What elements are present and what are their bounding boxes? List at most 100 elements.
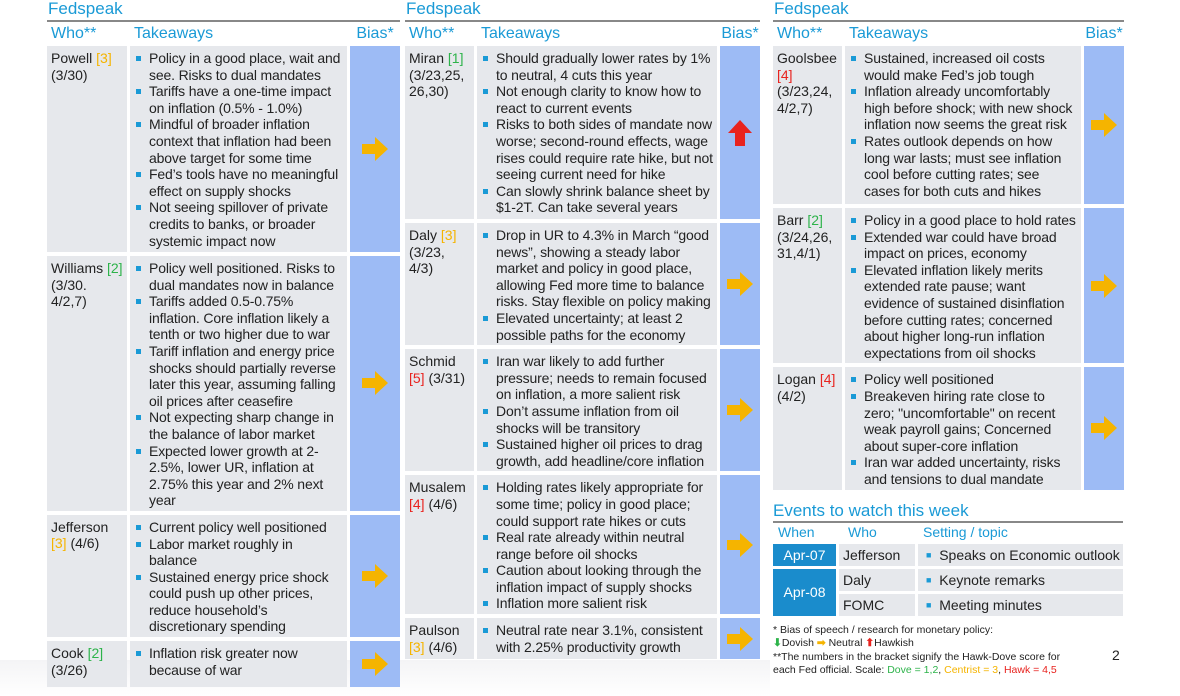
bullet-icon: ■ [926, 599, 932, 610]
official-name: Paulson [409, 622, 460, 639]
takeaway-bullet: Holding rates likely appropriate for som… [481, 479, 713, 529]
bullet-icon: ■ [926, 549, 932, 560]
official-name: Williams [51, 260, 104, 276]
official-name: Musalem [409, 479, 466, 496]
bias-cell [720, 475, 760, 615]
fedspeak-panel-2: Fedspeak Who** Takeaways Bias* Miran [1]… [405, 0, 760, 663]
hawk-dove-score: [4] [777, 66, 793, 83]
header-bias: Bias* [356, 25, 394, 42]
events-title: Events to watch this week [773, 501, 1123, 523]
fedspeak-row: Cook [2] (3/26) Inflation risk greater n… [47, 641, 400, 688]
official-cell: Musalem [4] (4/6) [405, 475, 474, 615]
takeaway-bullet: Not seeing spillover of private credits … [134, 199, 343, 249]
fedspeak-row: Goolsbee [4] (3/23,24, 4/2,7) Sustained,… [773, 46, 1124, 204]
official-name: Barr [777, 212, 804, 228]
takeaway-bullet: Tariffs have a one-time impact on inflat… [134, 83, 343, 116]
official-name: Logan [777, 371, 816, 388]
bias-cell [350, 514, 400, 638]
header-who: Who** [51, 25, 97, 42]
takeaway-bullet: Inflation risk greater now because of wa… [134, 645, 343, 678]
event-date-apr07: Apr-07 [773, 543, 836, 566]
bias-cell [1084, 208, 1124, 364]
events-header-who: Who [848, 523, 877, 540]
takeaways-cell: Policy well positioned Breakeven hiring r… [845, 367, 1081, 490]
takeaways-cell: Holding rates likely appropriate for som… [477, 475, 717, 615]
takeaway-bullet: Sustained higher oil prices to drag grow… [481, 436, 713, 469]
header-takeaways: Takeaways [481, 25, 561, 42]
fedspeak-row: Musalem [4] (4/6) Holding rates likely a… [405, 475, 760, 615]
official-cell: Jefferson [3] (4/6) [47, 514, 127, 638]
fedspeak-row: Daly [3] (3/23, 4/3) Drop in UR to 4.3% … [405, 223, 760, 346]
official-cell: Miran [1] (3/23,25, 26,30) [405, 46, 474, 219]
panel-title: Fedspeak [773, 0, 1124, 22]
panel-title: Fedspeak [405, 0, 760, 22]
right-arrow-yellow-icon [1091, 273, 1117, 298]
takeaways-cell: Neutral rate near 3.1%, consistent with … [477, 618, 717, 660]
hawk-dove-score: [4] [409, 495, 425, 512]
header-bias: Bias* [1085, 25, 1123, 42]
takeaway-bullet: Iran war added uncertainty, risks and te… [849, 454, 1077, 487]
takeaway-bullet: Not expecting sharp change in the balanc… [134, 409, 343, 442]
speech-dates: (4/6) [428, 495, 458, 512]
hawk-dove-score: [3] [51, 535, 67, 552]
takeaway-bullet: Tariff inflation and energy price shocks… [134, 343, 343, 409]
table-header: Who** Takeaways Bias* [773, 22, 1124, 46]
right-arrow-yellow-icon [727, 532, 753, 557]
right-arrow-yellow-icon [362, 652, 388, 677]
event-topic-text: Speaks on Economic outlook [939, 546, 1120, 563]
takeaway-bullet: Elevated uncertainty; at least 2 possibl… [481, 310, 713, 343]
right-arrow-yellow-icon [727, 398, 753, 423]
takeaways-cell: Policy well positioned. Risks to dual ma… [130, 256, 347, 511]
takeaway-bullet: Tariffs added 0.5-0.75% inflation. Core … [134, 293, 343, 343]
fedspeak-row: Williams [2] (3/30. 4/2,7) Policy well p… [47, 256, 400, 511]
takeaway-bullet: Risks to both sides of mandate now worse… [481, 116, 713, 182]
takeaway-bullet: Should gradually lower rates by 1% to ne… [481, 50, 713, 83]
official-cell: Paulson [3] (4/6) [405, 618, 474, 660]
legend-neutral: Neutral [828, 637, 863, 649]
bullet-icon: ■ [926, 574, 932, 585]
header-takeaways: Takeaways [849, 25, 929, 42]
speech-dates: (3/24,26, 31,4/1) [777, 228, 833, 262]
bias-cell [1084, 367, 1124, 490]
official-name: Goolsbee [777, 50, 837, 66]
takeaway-bullet: Not enough clarity to know how to react … [481, 83, 713, 116]
footnote: * Bias of speech / research for monetary… [773, 624, 1083, 678]
hawk-dove-score: [4] [819, 371, 836, 388]
takeaways-cell: Inflation risk greater now because of wa… [130, 641, 347, 688]
footnote-scale: **The numbers in the bracket signify the… [773, 651, 1083, 678]
takeaways-cell: Current policy well positioned Labor mark… [130, 514, 347, 638]
hawk-dove-score: [3] [409, 638, 425, 655]
official-cell: Williams [2] (3/30. 4/2,7) [47, 256, 127, 511]
sep: , [938, 664, 945, 676]
official-cell: Logan [4] (4/2) [773, 367, 842, 490]
takeaway-bullet: Don’t assume inflation from oil shocks w… [481, 403, 713, 436]
takeaways-cell: Drop in UR to 4.3% in March “good news”,… [477, 223, 717, 346]
right-arrow-yellow-icon [362, 371, 388, 396]
fedspeak-row: Jefferson [3] (4/6) Current policy well … [47, 514, 400, 638]
takeaway-bullet: Real rate already within neutral range b… [481, 529, 713, 562]
event-dates: Apr-07 Apr-08 [773, 541, 836, 616]
takeaway-bullet: Policy well positioned [849, 371, 1077, 388]
takeaway-bullet: Policy in a good place, wait and see. Ri… [134, 50, 343, 83]
right-arrow-yellow-icon [362, 563, 388, 588]
takeaway-bullet: Sustained, increased oil costs would mak… [849, 50, 1077, 83]
event-date-apr08: Apr-08 [773, 568, 836, 616]
takeaway-bullet: Neutral rate near 3.1%, consistent with … [481, 622, 713, 655]
fedspeak-panel-3: Fedspeak Who** Takeaways Bias* Goolsbee … [773, 0, 1124, 678]
right-arrow-yellow-icon [362, 137, 388, 161]
events-section: Events to watch this week When Who Setti… [773, 501, 1123, 616]
takeaway-bullet: Extended war could have broad impact on … [849, 229, 1077, 262]
speech-dates: (3/23,24, 4/2,7) [777, 83, 833, 116]
official-name: Powell [51, 50, 93, 66]
speech-dates: (3/26) [51, 661, 88, 678]
scale-centrist: Centrist = 3 [944, 664, 999, 676]
official-cell: Barr [2] (3/24,26, 31,4/1) [773, 208, 842, 364]
page-number: 2 [1112, 647, 1120, 663]
sep: , [998, 664, 1004, 676]
header-takeaways: Takeaways [134, 25, 214, 42]
takeaway-bullet: Sustained energy price shock could push … [134, 569, 343, 635]
bias-cell [1084, 46, 1124, 204]
official-name: Miran [409, 50, 445, 66]
event-row: FOMC ■ Meeting minutes [839, 593, 1123, 616]
fedspeak-row: Logan [4] (4/2) Policy well positioned Br… [773, 367, 1124, 490]
